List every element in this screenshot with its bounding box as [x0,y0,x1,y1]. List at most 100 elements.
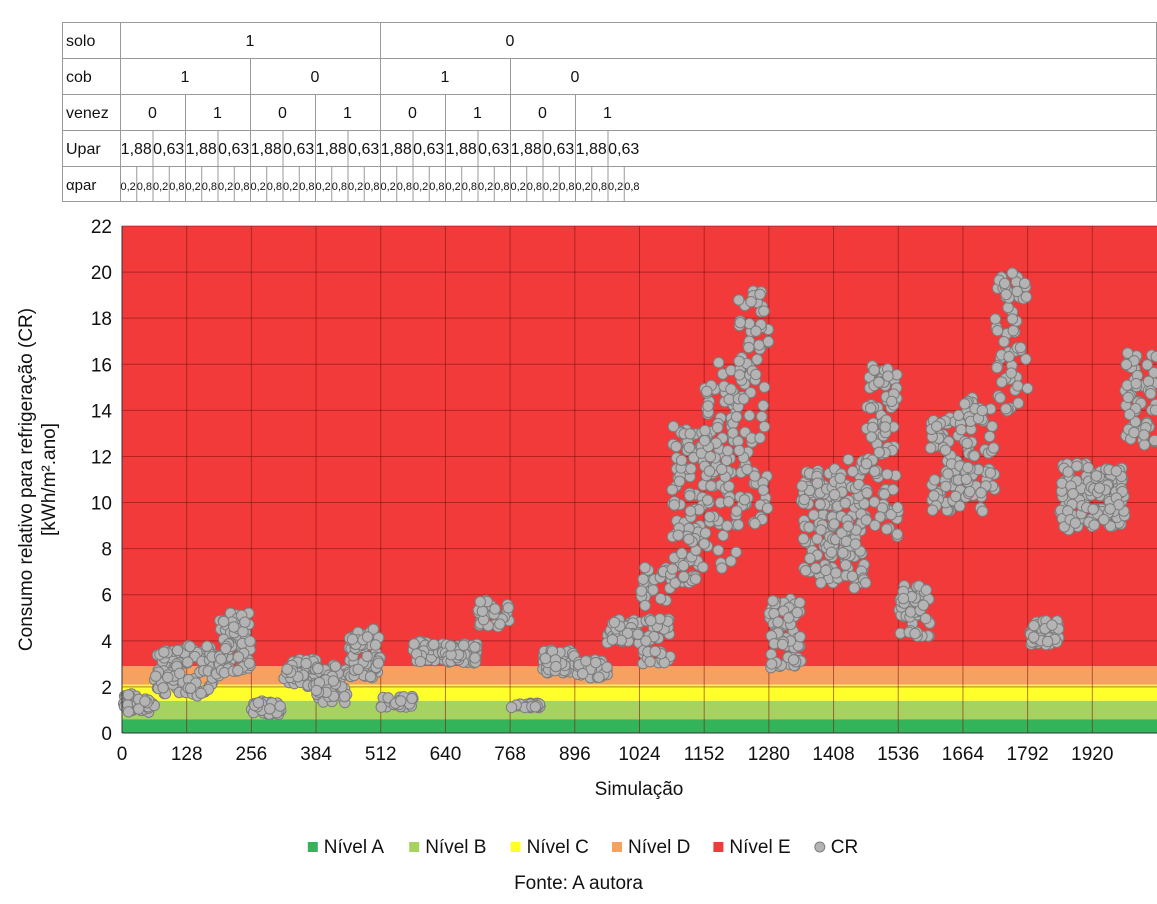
cr-point [865,431,878,443]
cr-point [998,336,1010,348]
cr-point [239,616,251,628]
cr-point [830,567,842,579]
cr-point [762,335,775,348]
legend-marker-square [307,842,318,852]
table-cell-upar: 1,88 [186,141,217,158]
x-tick-label: 1024 [618,744,661,765]
cr-point [1028,619,1040,632]
cr-point [701,385,713,397]
cr-point [873,376,885,388]
cr-point [772,616,784,628]
cr-point [975,487,987,499]
cr-point [926,504,939,516]
cr-point [637,573,649,585]
table-cell-apar: 0,8 [364,181,379,193]
cr-point [632,628,644,640]
cr-point [329,660,342,673]
cr-point [842,453,855,466]
cr-point [1002,301,1014,314]
y-tick-label: 2 [101,678,112,699]
cr-point [593,671,605,683]
table-row-label: venez [66,105,109,122]
cr-point [654,593,667,605]
table-border [62,22,1157,202]
table-cell-apar: 0,2 [120,181,135,193]
cr-point [989,313,1002,325]
cr-point [644,656,656,668]
table-cell-apar: 0,2 [543,181,558,193]
table-cell-venez: 1 [343,105,352,122]
cr-point [885,508,897,521]
cr-point [730,546,742,558]
cr-point [1014,341,1027,354]
table-cell-apar: 0,2 [250,181,265,193]
cr-point [666,484,678,496]
cr-point [300,657,312,670]
cr-point [469,652,481,664]
cr-point [754,432,766,444]
x-tick-label: 128 [171,744,203,765]
cr-point [849,538,862,550]
cr-point [457,639,470,651]
cr-point [995,376,1008,388]
table-cell-apar: 0,8 [169,181,184,193]
cr-point [361,631,374,643]
cr-point [765,658,778,670]
cr-point [758,421,771,433]
cr-point [667,420,680,433]
cr-point [195,687,207,700]
table-cell-apar: 0,8 [559,181,574,193]
cr-point [881,468,893,480]
cr-point [794,631,806,643]
cr-point [654,613,666,625]
cr-point [962,461,974,474]
cr-point [761,502,774,514]
cr-point [346,633,359,645]
cr-point [733,355,745,367]
cr-point [860,514,873,526]
cr-point [669,577,681,589]
cr-point [1088,519,1100,531]
cr-point [1138,429,1150,441]
cr-point [469,641,481,653]
cr-point [897,592,910,605]
cr-point [580,655,592,667]
cr-point [1005,367,1017,379]
cr-point [369,639,382,651]
cr-point [968,450,981,462]
cr-point [815,524,827,536]
cr-point [715,463,728,476]
cr-point [698,434,711,447]
y-tick-label: 22 [91,217,112,238]
cr-point [1067,488,1079,500]
cr-point [1150,350,1157,363]
table-cell-venez: 0 [148,105,157,122]
cr-point [787,654,800,666]
cr-point [281,663,293,675]
cr-point [928,474,941,486]
cr-point [991,361,1003,374]
table-row-label: αpar [66,177,96,194]
cr-point [909,627,921,640]
table-cell-venez: 1 [213,105,222,122]
table-cell-upar: 0,63 [608,141,639,158]
cr-point [704,450,717,463]
cr-point [489,603,501,615]
cr-point [666,563,679,575]
cr-point [848,582,860,594]
cr-point [987,442,1000,454]
cr-point [395,695,407,707]
table-cell-cob: 1 [441,69,450,86]
cr-point [361,650,373,662]
cr-point [904,606,917,618]
cr-point [757,399,769,412]
cr-point [758,381,771,393]
cr-point [683,533,695,545]
source-caption: Fonte: A autora [514,873,643,894]
cr-point [940,480,952,493]
table-cell-upar: 0,63 [413,141,444,158]
cr-point [791,606,803,619]
cr-point [1062,466,1074,478]
table-cell-upar: 0,63 [218,141,249,158]
table-cell-upar: 0,63 [348,141,379,158]
